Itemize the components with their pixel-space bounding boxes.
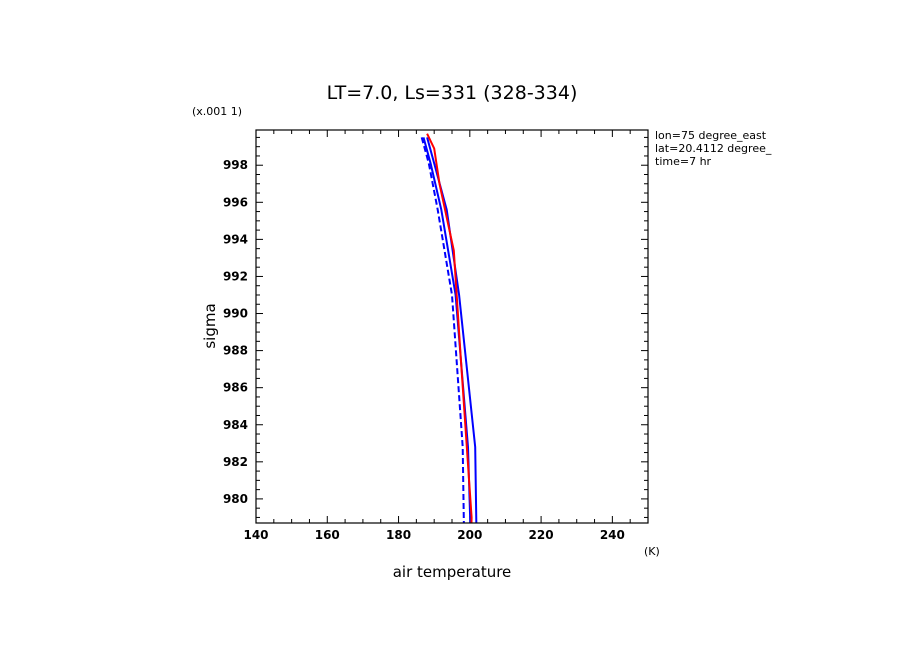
x-axis-label: air temperature	[393, 563, 512, 581]
y-tick-label: 994	[223, 232, 248, 246]
series-line-3	[426, 133, 473, 523]
annotation-line: lon=75 degree_east	[655, 129, 767, 142]
y-axis-unit: (x.001 1)	[192, 105, 242, 118]
annotation-line: time=7 hr	[655, 155, 712, 168]
y-tick-label: 988	[223, 344, 248, 358]
plot-frame	[255, 129, 649, 524]
annotation-line: lat=20.4112 degree_	[655, 142, 772, 155]
x-tick-label: 140	[243, 528, 268, 542]
chart-title: LT=7.0, Ls=331 (328-334)	[327, 82, 578, 104]
y-axis-label: sigma	[201, 303, 219, 348]
y-tick-label: 992	[223, 269, 248, 283]
series-group	[420, 133, 478, 523]
y-tick-label: 984	[223, 418, 248, 432]
data-layer	[420, 133, 478, 523]
y-tick-label: 998	[223, 158, 248, 172]
x-tick-label: 240	[600, 528, 625, 542]
series-line-2	[420, 137, 465, 523]
y-tick-label: 980	[223, 492, 248, 506]
y-tick-label: 996	[223, 195, 248, 209]
x-tick-label: 180	[386, 528, 411, 542]
x-tick-label: 200	[457, 528, 482, 542]
x-tick-label: 160	[315, 528, 340, 542]
y-tick-label: 986	[223, 381, 248, 395]
series-line-1	[426, 137, 478, 523]
x-axis-unit: (K)	[644, 545, 660, 558]
x-tick-label: 220	[529, 528, 554, 542]
ticks: 140 160 180 200 220 240 980 982 984 986 988 990 992 9…	[223, 130, 649, 542]
y-tick-label: 982	[223, 455, 248, 469]
y-tick-label: 990	[223, 307, 248, 321]
